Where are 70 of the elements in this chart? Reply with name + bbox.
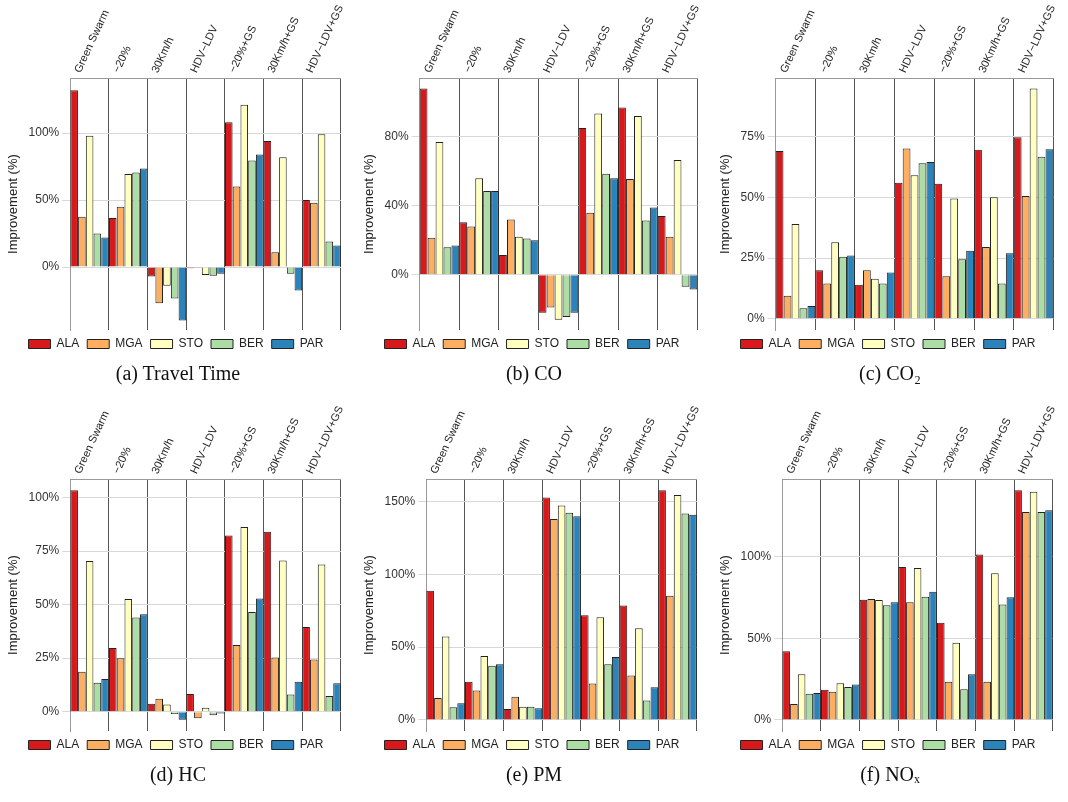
legend-label: MGA: [115, 737, 143, 752]
legend-label: BER: [951, 737, 977, 752]
legend-label: STO: [178, 336, 204, 351]
y-axis-title: Improvement (%): [717, 154, 733, 254]
y-tick-label: 0%: [391, 267, 409, 282]
y-axis-title: Improvement (%): [361, 555, 377, 655]
y-tick-label: 50%: [740, 189, 765, 204]
legend-label: MGA: [827, 737, 855, 752]
legend-label: BER: [239, 737, 265, 752]
y-tick-label: 100%: [740, 548, 772, 563]
text: (e) PM: [504, 763, 564, 786]
y-tick-label: 0%: [397, 712, 416, 727]
legend-label: STO: [890, 336, 916, 351]
legend-label: STO: [534, 336, 560, 351]
x-tick-label: −20%: [110, 444, 133, 476]
y-tick-label: 50%: [747, 630, 772, 645]
legend-label: BER: [595, 737, 621, 752]
legend-label: PAR: [655, 336, 680, 351]
legend-label: PAR: [655, 737, 680, 752]
y-axis-title: Improvement (%): [361, 154, 377, 254]
y-tick-label: 75%: [35, 543, 60, 558]
text: (a) Travel Time: [114, 362, 242, 385]
legend-label: BER: [951, 336, 977, 351]
legend-label: STO: [534, 737, 560, 752]
x-tick-label: −20%: [822, 444, 845, 476]
y-tick-label: 100%: [28, 489, 60, 504]
x-tick-label: −20%: [110, 43, 133, 75]
y-tick-label: 150%: [384, 493, 416, 508]
x-tick-label: −20%: [466, 444, 489, 476]
text: (f) NOₓ: [859, 763, 921, 786]
y-tick-label: 50%: [391, 639, 416, 654]
legend-label: ALA: [56, 336, 80, 351]
legend-label: MGA: [827, 336, 855, 351]
y-tick-label: 25%: [740, 250, 765, 265]
y-tick-label: 40%: [384, 198, 409, 213]
legend-label: PAR: [1011, 336, 1036, 351]
legend-label: PAR: [299, 336, 324, 351]
legend-label: BER: [239, 336, 265, 351]
y-axis-title: Improvement (%): [717, 555, 733, 655]
y-tick-label: 80%: [384, 129, 409, 144]
text: (b) CO: [504, 362, 564, 385]
x-tick-label: −20%: [460, 43, 484, 75]
y-tick-label: 0%: [41, 704, 60, 719]
y-tick-label: 0%: [747, 311, 765, 326]
y-tick-label: 100%: [28, 125, 60, 140]
y-tick-label: 100%: [384, 566, 416, 581]
y-tick-label: 50%: [35, 596, 60, 611]
legend-label: ALA: [768, 336, 792, 351]
y-tick-label: 25%: [35, 650, 60, 665]
legend-label: MGA: [115, 336, 143, 351]
legend-label: PAR: [1011, 737, 1036, 752]
legend-label: MGA: [471, 737, 499, 752]
y-tick-label: 75%: [740, 128, 765, 143]
legend-label: MGA: [471, 336, 499, 351]
legend-label: STO: [890, 737, 916, 752]
legend-label: PAR: [299, 737, 324, 752]
legend-label: STO: [178, 737, 204, 752]
legend-label: BER: [595, 336, 621, 351]
legend-label: ALA: [412, 336, 436, 351]
x-tick-label: −20%: [816, 43, 840, 75]
y-tick-label: 0%: [753, 712, 772, 727]
y-axis-title: Improvement (%): [5, 154, 21, 254]
text: (d) HC: [148, 763, 208, 786]
legend-label: ALA: [768, 737, 792, 752]
legend-label: ALA: [56, 737, 80, 752]
legend-label: ALA: [412, 737, 436, 752]
y-tick-label: 0%: [41, 259, 60, 274]
text: (c) CO₂: [858, 362, 922, 385]
y-axis-title: Improvement (%): [5, 555, 21, 655]
y-tick-label: 50%: [35, 192, 60, 207]
